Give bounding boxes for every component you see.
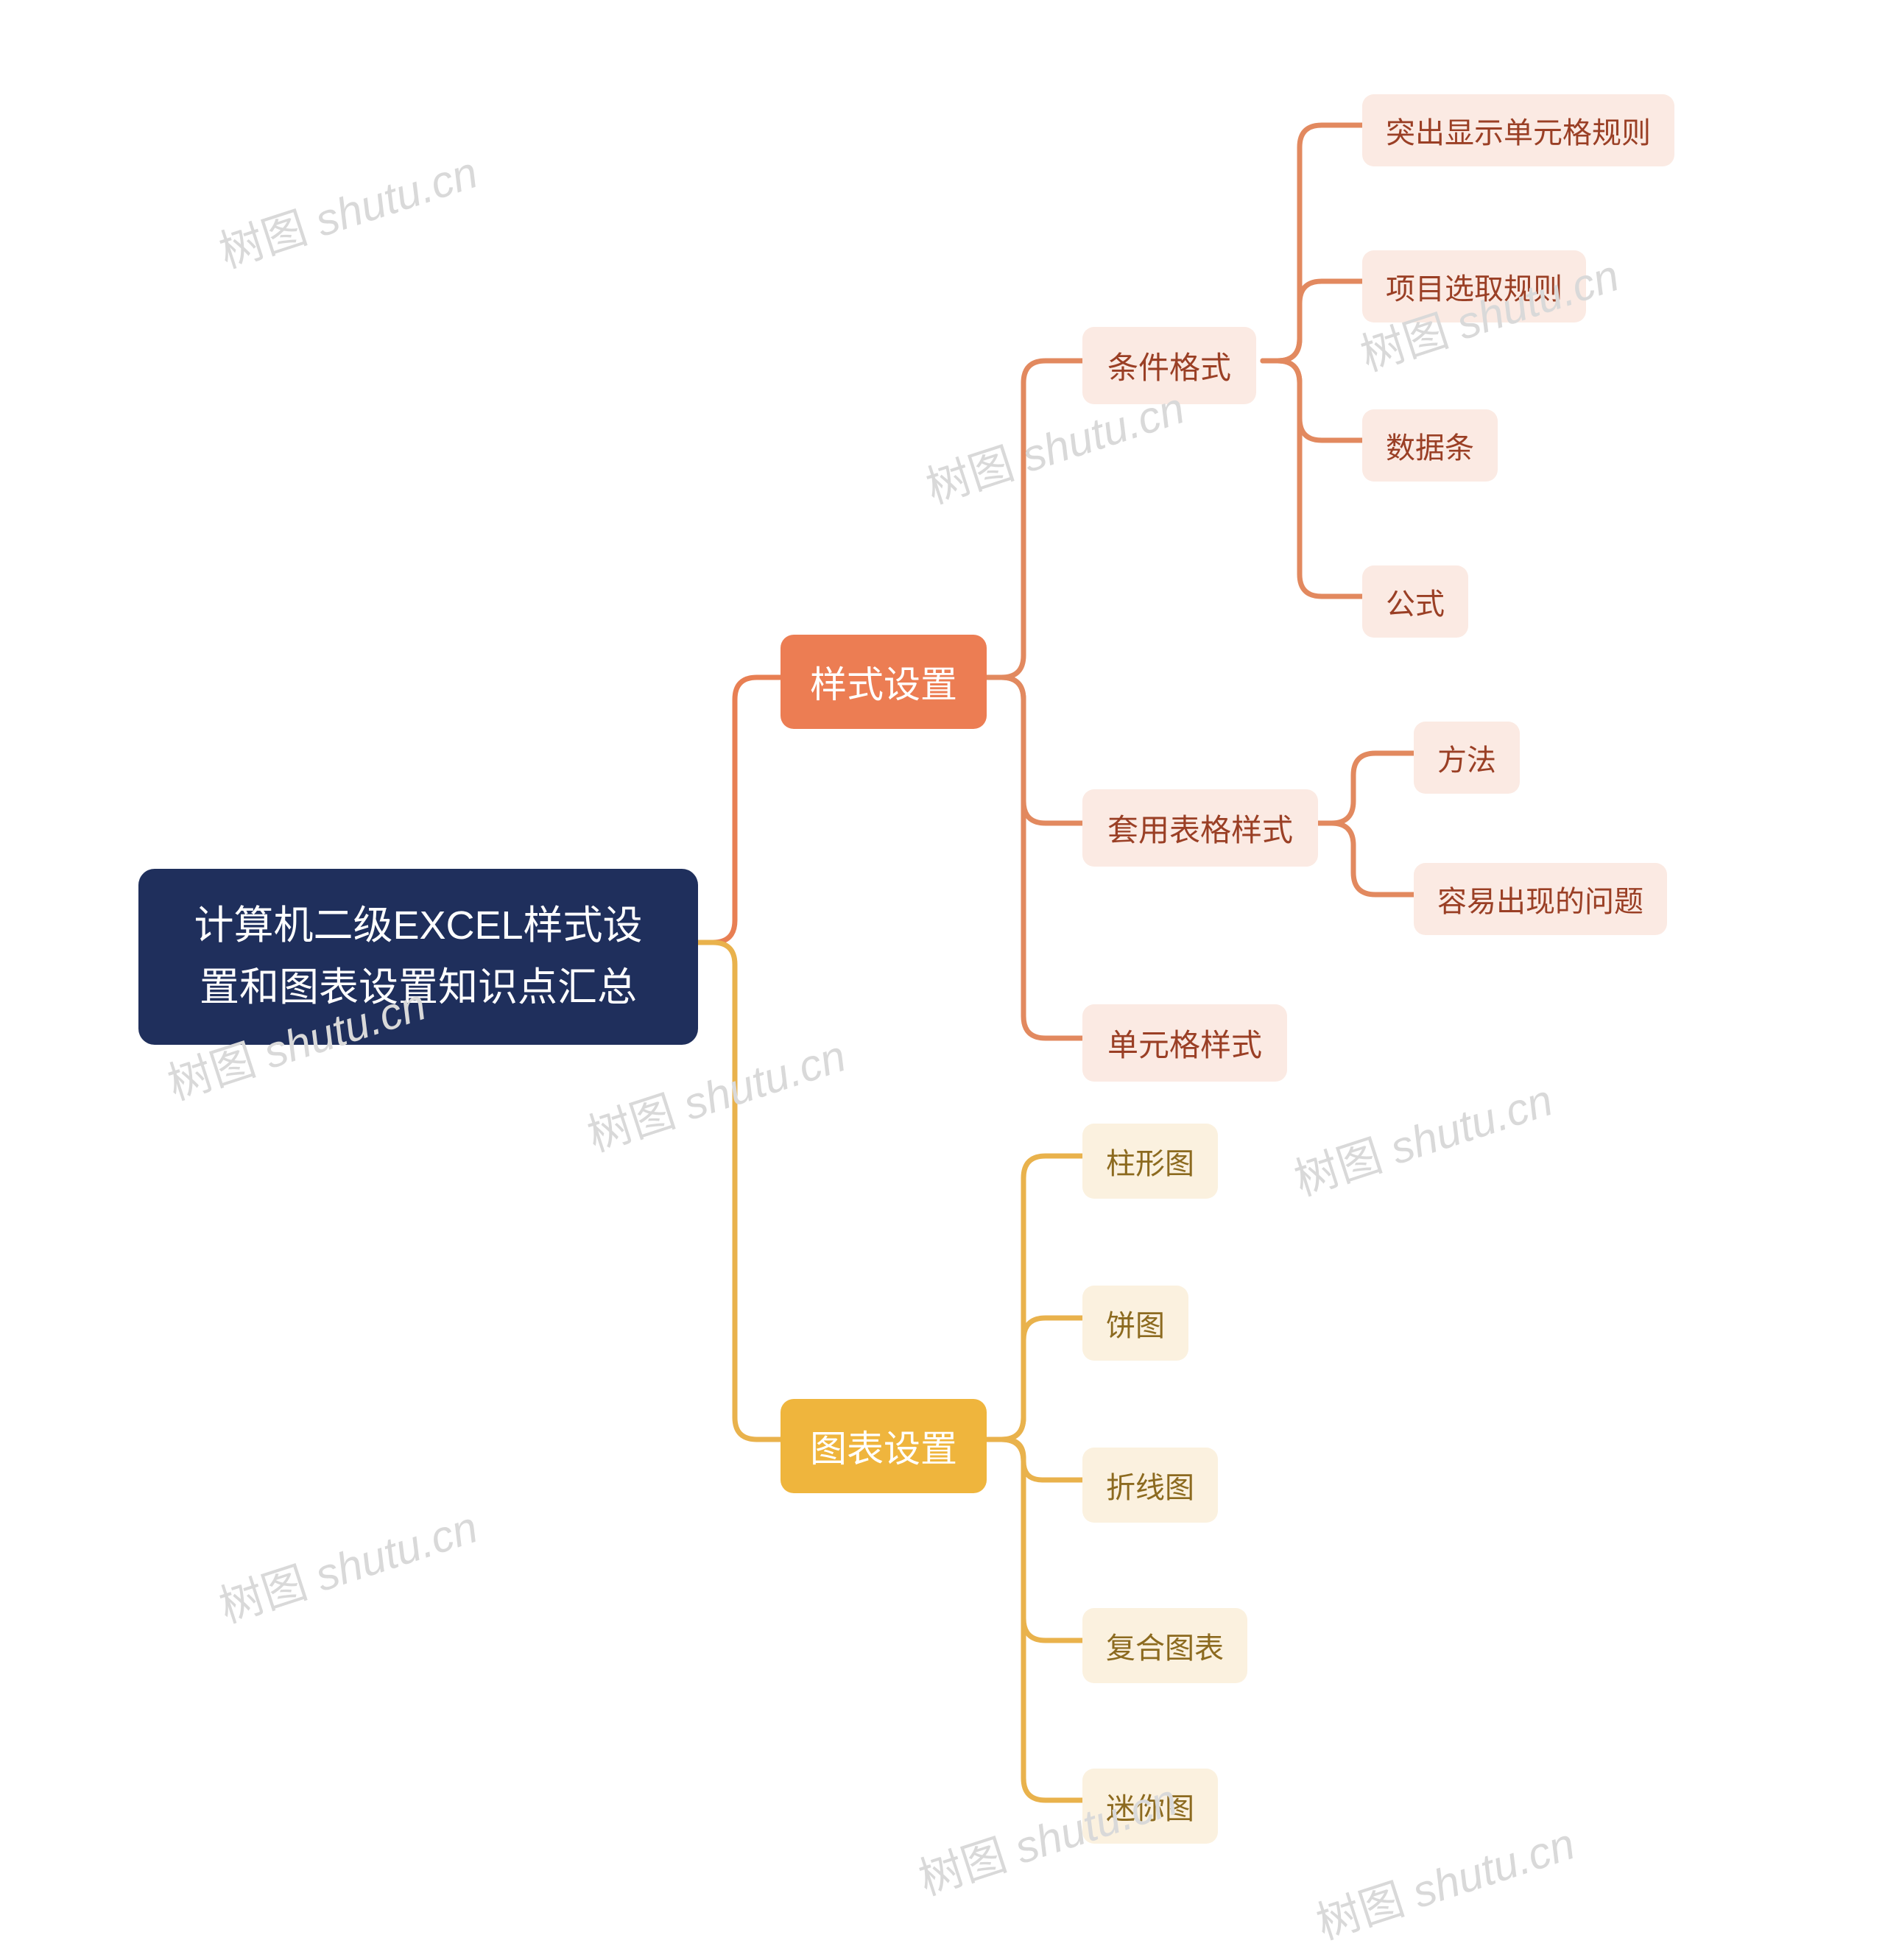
node-spark: 迷你图 <box>1082 1769 1218 1844</box>
node-pie-label: 饼图 <box>1106 1302 1165 1344</box>
root-label: 计算机二级EXCEL样式设置和图表设置知识点汇总 <box>194 895 642 1018</box>
node-pie: 饼图 <box>1082 1286 1188 1361</box>
root-node: 计算机二级EXCEL样式设置和图表设置知识点汇总 <box>138 869 698 1045</box>
node-c4: 公式 <box>1362 565 1468 638</box>
node-c1-label: 突出显示单元格规则 <box>1386 109 1651 152</box>
node-c2-label: 项目选取规则 <box>1386 265 1562 308</box>
node-combo: 复合图表 <box>1082 1608 1247 1683</box>
branch-chart-label: 图表设置 <box>810 1420 957 1473</box>
node-c3: 数据条 <box>1362 409 1498 482</box>
node-c4-label: 公式 <box>1386 580 1445 623</box>
node-tablestyle-label: 套用表格样式 <box>1107 805 1293 850</box>
node-cond-label: 条件格式 <box>1107 343 1231 388</box>
node-cond: 条件格式 <box>1082 327 1256 404</box>
node-t2-label: 容易出现的问题 <box>1437 878 1643 920</box>
node-c3-label: 数据条 <box>1386 424 1474 467</box>
node-cellstyle-label: 单元格样式 <box>1107 1020 1262 1065</box>
branch-style-label: 样式设置 <box>810 655 957 708</box>
node-spark-label: 迷你图 <box>1106 1785 1194 1827</box>
node-cellstyle: 单元格样式 <box>1082 1004 1287 1082</box>
node-combo-label: 复合图表 <box>1106 1624 1224 1667</box>
node-line-label: 折线图 <box>1106 1464 1194 1506</box>
branch-chart: 图表设置 <box>781 1399 987 1493</box>
node-t1-label: 方法 <box>1437 736 1496 779</box>
node-bar: 柱形图 <box>1082 1124 1218 1199</box>
node-tablestyle: 套用表格样式 <box>1082 789 1318 867</box>
node-t2: 容易出现的问题 <box>1414 863 1667 935</box>
node-c1: 突出显示单元格规则 <box>1362 94 1674 166</box>
branch-style: 样式设置 <box>781 635 987 729</box>
node-line: 折线图 <box>1082 1448 1218 1523</box>
node-c2: 项目选取规则 <box>1362 250 1586 322</box>
node-t1: 方法 <box>1414 722 1520 794</box>
node-bar-label: 柱形图 <box>1106 1140 1194 1182</box>
